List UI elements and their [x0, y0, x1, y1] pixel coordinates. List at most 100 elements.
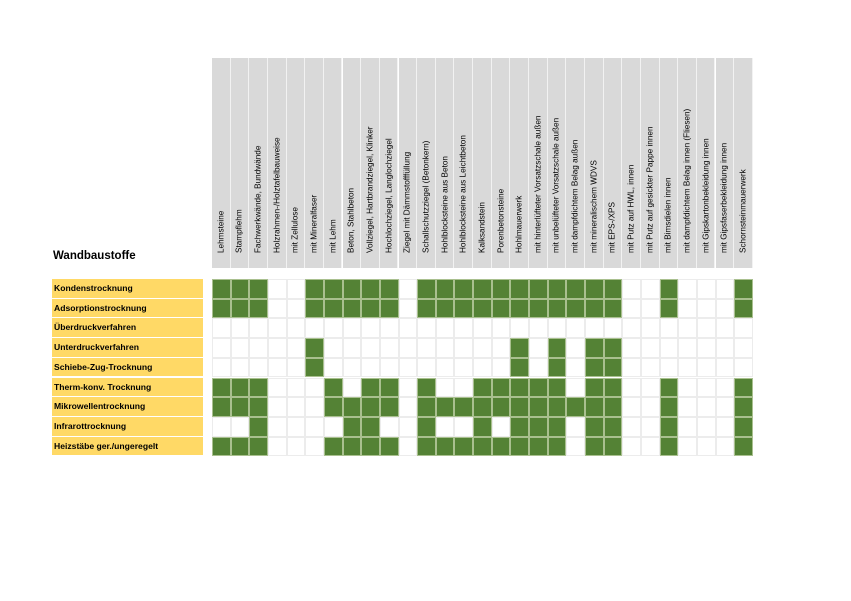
- marked-cell: [435, 397, 455, 417]
- marked-cell: [566, 279, 586, 299]
- empty-cell: [678, 318, 697, 339]
- marked-cell: [454, 279, 474, 299]
- empty-cell: [379, 338, 399, 358]
- empty-cell: [696, 357, 716, 378]
- column-header-label: Lehmsteine: [216, 210, 226, 253]
- marked-cell: [454, 397, 474, 417]
- row-label: Adsorptionstrocknung: [52, 298, 203, 319]
- marked-cell: [547, 377, 567, 398]
- empty-cell: [212, 318, 231, 339]
- empty-cell: [715, 357, 735, 378]
- empty-cell: [585, 318, 604, 339]
- empty-cell: [715, 377, 735, 398]
- marked-cell: [566, 298, 586, 319]
- marked-cell: [417, 416, 436, 437]
- marked-cell: [529, 397, 548, 417]
- empty-cell: [678, 377, 697, 398]
- empty-cell: [417, 357, 436, 378]
- marked-cell: [417, 377, 436, 398]
- marked-cell: [473, 436, 492, 457]
- marked-cell: [305, 357, 324, 378]
- empty-cell: [640, 397, 660, 417]
- marked-cell: [585, 279, 604, 299]
- row-label: Mikrowellentrocknung: [52, 397, 203, 417]
- empty-cell: [286, 298, 306, 319]
- empty-cell: [323, 416, 343, 437]
- marked-cell: [305, 338, 324, 358]
- empty-cell: [622, 436, 641, 457]
- empty-cell: [249, 357, 268, 378]
- column-header-label: mit dampfdichtem Belag innen (Fliesen): [682, 108, 692, 253]
- column-header: mit Gipsfaserbekleidung innen: [715, 58, 735, 268]
- empty-cell: [510, 318, 530, 339]
- empty-cell: [473, 357, 492, 378]
- marked-cell: [435, 279, 455, 299]
- column-header: Hohlblocksteine aus Leichtbeton: [454, 58, 474, 268]
- empty-cell: [566, 436, 586, 457]
- empty-cell: [640, 279, 660, 299]
- empty-cell: [305, 436, 324, 457]
- column-header: Fachwerkwände, Bundwände: [249, 58, 268, 268]
- marked-cell: [342, 298, 362, 319]
- empty-cell: [640, 377, 660, 398]
- marked-cell: [585, 357, 604, 378]
- marked-cell: [379, 298, 399, 319]
- marked-cell: [734, 377, 753, 398]
- empty-cell: [640, 357, 660, 378]
- empty-cell: [398, 318, 418, 339]
- marked-cell: [361, 416, 380, 437]
- empty-cell: [696, 338, 716, 358]
- marked-cell: [305, 298, 324, 319]
- marked-cell: [547, 279, 567, 299]
- empty-cell: [286, 416, 306, 437]
- marked-cell: [323, 436, 343, 457]
- marked-cell: [361, 436, 380, 457]
- empty-cell: [212, 357, 231, 378]
- marked-cell: [212, 377, 231, 398]
- marked-cell: [659, 298, 679, 319]
- row-label: Infrarottrocknung: [52, 416, 203, 437]
- column-header-label: mit Gipsfaserbekleidung innen: [719, 142, 729, 253]
- marked-cell: [585, 377, 604, 398]
- marked-cell: [659, 377, 679, 398]
- empty-cell: [361, 357, 380, 378]
- column-header: mit dampfdichtem Belag außen: [566, 58, 585, 268]
- marked-cell: [417, 436, 436, 457]
- column-header: mit Lehm: [323, 58, 343, 268]
- marked-cell: [305, 279, 324, 299]
- marked-cell: [212, 436, 231, 457]
- marked-cell: [547, 357, 567, 378]
- empty-cell: [305, 318, 324, 339]
- empty-cell: [640, 338, 660, 358]
- column-header-label: Hochlochziegel, Langlochziegel: [384, 138, 394, 253]
- empty-cell: [696, 436, 716, 457]
- empty-cell: [212, 416, 231, 437]
- empty-cell: [640, 298, 660, 319]
- column-header: mit hinterlüfteter Vorsatzschale außen: [529, 58, 548, 268]
- empty-cell: [454, 318, 474, 339]
- marked-cell: [417, 397, 436, 417]
- column-header-label: mit Mineralfaser: [309, 194, 319, 253]
- marked-cell: [473, 397, 492, 417]
- marked-cell: [361, 279, 380, 299]
- column-header: Lehmsteine: [212, 58, 231, 268]
- empty-cell: [454, 377, 474, 398]
- empty-cell: [379, 318, 399, 339]
- row-label: Kondenstrocknung: [52, 279, 203, 299]
- marked-cell: [491, 377, 511, 398]
- marked-cell: [212, 279, 231, 299]
- empty-cell: [361, 338, 380, 358]
- empty-cell: [715, 436, 735, 457]
- marked-cell: [230, 436, 250, 457]
- marked-cell: [212, 298, 231, 319]
- marked-cell: [547, 338, 567, 358]
- empty-cell: [659, 357, 679, 378]
- marked-cell: [342, 397, 362, 417]
- row-label: Schiebe-Zug-Trocknung: [52, 357, 203, 378]
- empty-cell: [286, 338, 306, 358]
- empty-cell: [323, 338, 343, 358]
- empty-cell: [305, 397, 324, 417]
- empty-cell: [678, 436, 697, 457]
- marked-cell: [734, 298, 753, 319]
- marked-cell: [547, 397, 567, 417]
